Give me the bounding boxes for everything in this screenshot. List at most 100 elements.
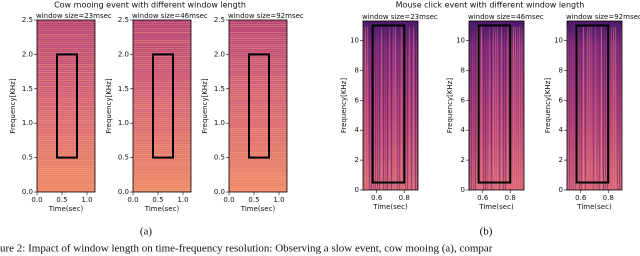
- texture: [37, 40, 95, 41]
- texture: [37, 130, 95, 131]
- y-tick-label: 6: [355, 96, 360, 104]
- texture: [515, 27, 516, 190]
- texture: [229, 30, 287, 31]
- axes-frame: [36, 19, 96, 193]
- texture: [133, 150, 191, 151]
- texture: [229, 52, 287, 53]
- texture: [133, 100, 191, 101]
- texture: [37, 58, 95, 59]
- texture: [133, 130, 191, 131]
- texture: [229, 156, 287, 157]
- texture: [37, 160, 95, 161]
- subfigure-label: (b): [480, 226, 493, 238]
- texture: [481, 27, 482, 190]
- texture: [37, 90, 95, 91]
- texture: [37, 72, 95, 73]
- texture: [229, 150, 287, 151]
- texture: [133, 160, 191, 161]
- texture: [393, 27, 394, 190]
- texture: [229, 90, 287, 91]
- y-tick-label: 0: [559, 186, 563, 194]
- texture: [37, 56, 95, 57]
- texture: [133, 124, 191, 125]
- texture: [579, 27, 580, 190]
- texture: [229, 22, 287, 23]
- x-axis-label: Time(sec): [240, 205, 276, 213]
- texture: [37, 104, 95, 105]
- texture: [229, 72, 287, 73]
- texture: [133, 168, 191, 169]
- texture: [229, 40, 287, 41]
- texture: [611, 27, 612, 190]
- texture: [37, 30, 95, 31]
- texture: [229, 44, 287, 45]
- texture: [133, 114, 191, 115]
- y-tick-label: 8: [559, 66, 563, 74]
- figure-title: Cow mooing event with different window l…: [54, 1, 246, 10]
- texture: [133, 126, 191, 127]
- texture: [133, 42, 191, 43]
- texture: [133, 84, 191, 85]
- x-tick-label: 0.8: [603, 194, 614, 202]
- texture: [229, 34, 287, 35]
- texture: [229, 152, 287, 153]
- texture: [229, 144, 287, 145]
- texture: [133, 128, 191, 129]
- texture: [37, 32, 95, 33]
- texture: [133, 152, 191, 153]
- texture: [605, 27, 606, 190]
- texture: [133, 80, 191, 81]
- x-axis-label: Time(sec): [48, 205, 84, 213]
- texture: [521, 27, 522, 190]
- texture: [587, 27, 588, 190]
- texture: [375, 27, 376, 190]
- texture: [615, 27, 616, 190]
- texture: [229, 188, 287, 189]
- texture: [37, 126, 95, 127]
- texture: [133, 144, 191, 145]
- texture: [37, 34, 95, 35]
- texture: [133, 106, 191, 107]
- texture: [229, 46, 287, 47]
- texture: [499, 27, 500, 190]
- texture: [37, 82, 95, 83]
- texture: [37, 26, 95, 27]
- texture: [37, 164, 95, 165]
- y-tick-label: 2: [355, 156, 359, 164]
- texture: [37, 44, 95, 45]
- x-tick-label: 0.5: [152, 196, 163, 204]
- texture: [397, 27, 398, 190]
- texture: [229, 108, 287, 109]
- texture: [133, 34, 191, 35]
- texture: [229, 86, 287, 87]
- texture: [501, 27, 502, 190]
- texture: [471, 27, 472, 190]
- y-tick-label: 2.0: [118, 50, 129, 58]
- texture: [133, 166, 191, 167]
- texture: [489, 27, 490, 190]
- texture: [37, 152, 95, 153]
- texture: [133, 46, 191, 47]
- texture: [383, 27, 384, 190]
- texture: [229, 154, 287, 155]
- texture: [133, 104, 191, 105]
- texture: [133, 30, 191, 31]
- texture: [133, 180, 191, 181]
- texture: [37, 92, 95, 93]
- texture: [617, 27, 618, 190]
- texture: [133, 70, 191, 71]
- texture: [37, 20, 95, 21]
- texture: [37, 36, 95, 37]
- texture: [133, 32, 191, 33]
- texture: [37, 118, 95, 119]
- texture: [133, 62, 191, 63]
- texture: [37, 80, 95, 81]
- texture: [133, 120, 191, 121]
- caption: ure 2: Impact of window length on time-f…: [0, 243, 493, 255]
- texture: [507, 27, 508, 190]
- texture: [133, 66, 191, 67]
- texture: [37, 68, 95, 69]
- texture: [229, 132, 287, 133]
- texture: [389, 27, 390, 190]
- texture: [229, 148, 287, 149]
